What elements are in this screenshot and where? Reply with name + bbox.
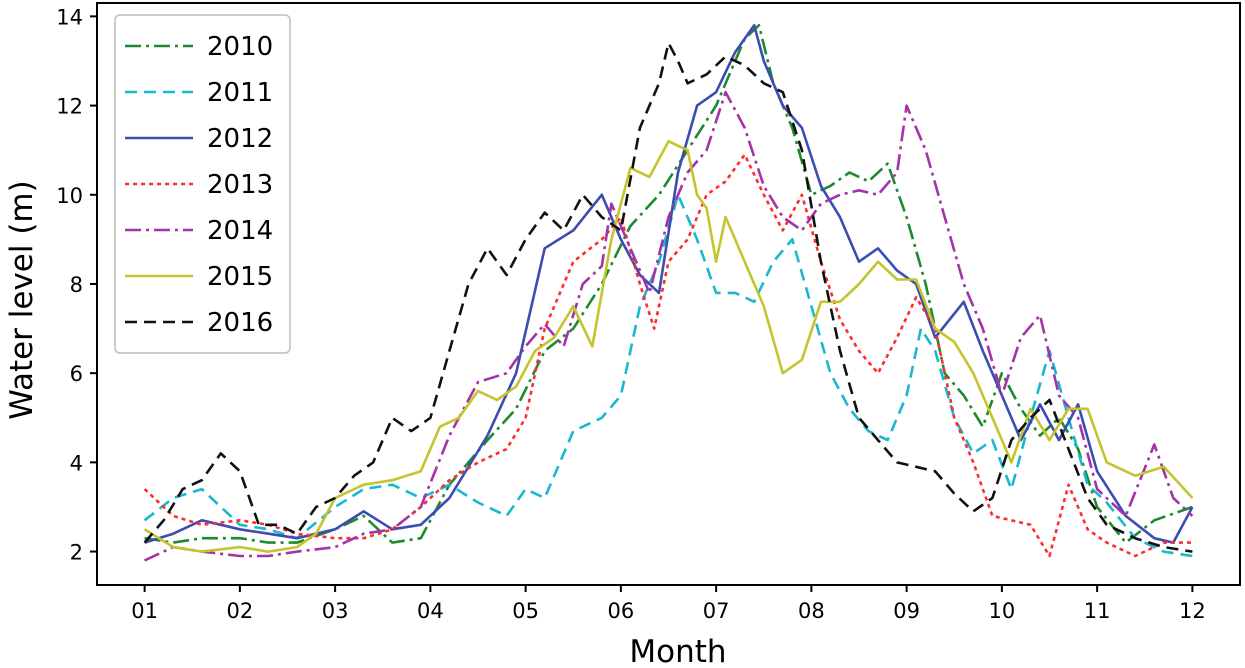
x-tick-label: 10: [989, 599, 1016, 623]
legend: 2010 2011 2012 2013 2014 2015 2016: [114, 14, 291, 354]
y-tick-label: 12: [56, 95, 83, 119]
x-tick-label: 02: [227, 599, 254, 623]
series-line-2011: [143, 193, 1193, 558]
x-tick-label: 04: [417, 599, 444, 623]
series-line-2012: [144, 23, 1194, 544]
legend-box: [114, 14, 291, 354]
y-axis-title: Water level (m): [4, 180, 40, 419]
y-tick-label: 4: [70, 451, 83, 475]
legend-label-2016: 2016: [207, 308, 273, 338]
x-tick-label: 08: [798, 599, 825, 623]
series-line-2014: [144, 90, 1194, 562]
x-tick-label: 09: [893, 599, 920, 623]
y-tick-label: 8: [70, 273, 83, 297]
plot-area-frame: [96, 2, 1241, 586]
y-tick-label: 14: [56, 5, 83, 29]
x-axis: 01 02 03 04 05 06 07 08 09 10 11 12: [131, 585, 1206, 623]
x-tick-label: 05: [512, 599, 539, 623]
series-line-2010: [144, 23, 1193, 544]
legend-label-2010: 2010: [207, 32, 273, 62]
series-line-2016: [143, 41, 1193, 553]
legend-label-2014: 2014: [207, 216, 273, 246]
x-tick-label: 11: [1084, 599, 1111, 623]
x-tick-label: 03: [322, 599, 349, 623]
x-tick-label: 01: [131, 599, 158, 623]
series-line-2015: [143, 140, 1194, 553]
y-tick-label: 10: [56, 184, 83, 208]
legend-label-2011: 2011: [207, 78, 273, 108]
y-tick-label: 2: [70, 541, 83, 565]
series-layer: [143, 23, 1194, 562]
x-tick-label: 12: [1179, 599, 1206, 623]
legend-label-2012: 2012: [207, 124, 273, 154]
y-tick-label: 6: [70, 362, 83, 386]
legend-label-2013: 2013: [207, 170, 273, 200]
series-line-2013: [143, 153, 1193, 558]
x-axis-title: Month: [629, 634, 726, 668]
legend-label-2015: 2015: [207, 262, 273, 292]
y-axis: 2 4 6 8 10 12 14: [56, 5, 97, 565]
x-tick-label: 07: [703, 599, 730, 623]
x-tick-label: 06: [608, 599, 635, 623]
